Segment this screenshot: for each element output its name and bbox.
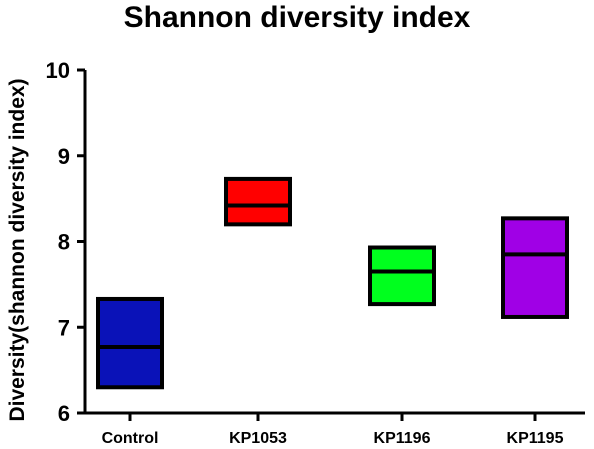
box-control [96,296,164,390]
x-tick-label: KP1196 [374,430,431,447]
y-ticks: 6 7 8 9 10 [46,58,85,426]
box-kp1053 [224,176,292,227]
y-axis-label: Diversity(shannon diversity index) [6,78,29,421]
y-tick-label: 7 [58,315,70,340]
chart-title: Shannon diversity index [123,1,471,34]
y-tick-label: 8 [58,230,70,255]
y-tick-label: 6 [58,401,70,426]
x-tick-label: KP1195 [507,430,564,447]
x-tick-label: Control [102,430,159,447]
y-axis-label-group: Diversity(shannon diversity index) [6,78,29,421]
x-tick-label: KP1053 [229,430,287,447]
x-ticks: Control KP1053 KP1196 KP1195 [102,413,564,447]
box-kp1195 [501,216,569,319]
boxes [96,176,569,390]
y-tick-label: 9 [58,144,70,169]
y-tick-label: 10 [46,58,70,83]
box-kp1196 [368,245,436,307]
